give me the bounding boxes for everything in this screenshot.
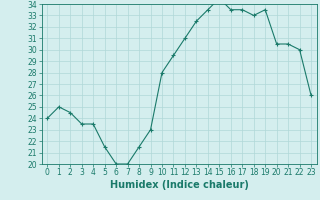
- X-axis label: Humidex (Indice chaleur): Humidex (Indice chaleur): [110, 180, 249, 190]
